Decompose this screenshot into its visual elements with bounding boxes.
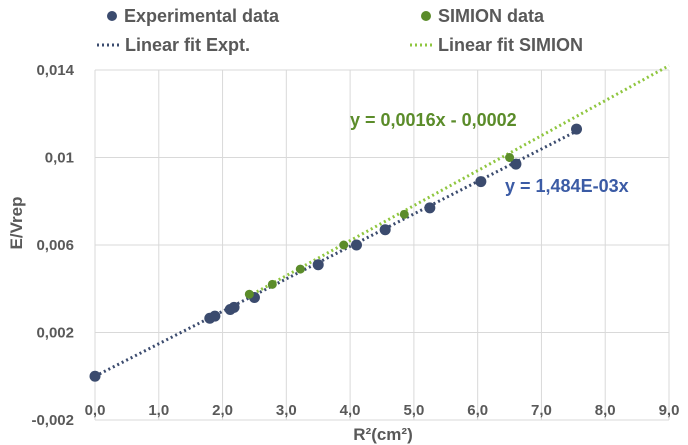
- simion-point: [505, 153, 515, 162]
- gridlines: [94, 69, 670, 421]
- y-tick-label: 0,01: [45, 150, 74, 167]
- simion-point: [267, 279, 277, 289]
- experimental-point: [510, 158, 522, 170]
- experimental-point: [350, 239, 362, 251]
- experimental-point: [89, 370, 101, 382]
- x-axis-title: R²(cm²): [353, 425, 413, 444]
- simion-point: [295, 264, 305, 274]
- x-tick-label: 6,0: [467, 402, 488, 419]
- experimental-point: [379, 224, 391, 236]
- y-axis-title: E/Vrep: [7, 197, 26, 250]
- y-tick-label: 0,002: [36, 325, 74, 342]
- legend-label-experimental: Experimental data: [124, 6, 280, 26]
- experimental-point: [312, 259, 324, 271]
- experimental-point: [228, 301, 240, 313]
- x-tick-label: 0,0: [85, 402, 106, 419]
- simion-point: [399, 209, 409, 219]
- legend-label-fit-simion: Linear fit SIMION: [438, 35, 583, 55]
- y-tick-label: 0,006: [36, 237, 74, 254]
- x-tick-label: 5,0: [403, 402, 424, 419]
- legend-marker-experimental: [107, 11, 117, 21]
- experimental-point: [571, 123, 583, 135]
- equation-expt: y = 1,484E-03x: [505, 176, 629, 196]
- x-tick-label: 9,0: [659, 402, 680, 419]
- legend-marker-simion: [421, 11, 431, 21]
- experimental-point: [424, 202, 436, 214]
- x-tick-label: 7,0: [531, 402, 552, 419]
- x-tick-label: 1,0: [148, 402, 169, 419]
- legend: Experimental data SIMION data Linear fit…: [97, 6, 583, 55]
- x-tick-label: 4,0: [340, 402, 361, 419]
- simion-point: [339, 240, 349, 250]
- fit-lines: [94, 64, 670, 378]
- x-tick-label: 2,0: [212, 402, 233, 419]
- legend-label-simion: SIMION data: [438, 6, 545, 26]
- legend-label-fit-expt: Linear fit Expt.: [125, 35, 250, 55]
- y-tick-labels: -0,002 0,002 0,006 0,01 0,014: [31, 62, 74, 429]
- experimental-point: [475, 176, 487, 188]
- y-tick-label: -0,002: [31, 412, 74, 429]
- fit-line-expt: [94, 128, 581, 378]
- equation-simion: y = 0,0016x - 0,0002: [350, 110, 517, 130]
- x-tick-label: 3,0: [276, 402, 297, 419]
- data-points: [89, 123, 583, 382]
- y-tick-label: 0,014: [36, 62, 74, 79]
- fit-line-simion: [247, 64, 670, 298]
- experimental-point: [209, 310, 221, 322]
- x-tick-labels: 0,0 1,0 2,0 3,0 4,0 5,0 6,0 7,0 8,0 9,0: [85, 402, 680, 419]
- x-tick-label: 8,0: [595, 402, 616, 419]
- simion-point: [244, 289, 254, 299]
